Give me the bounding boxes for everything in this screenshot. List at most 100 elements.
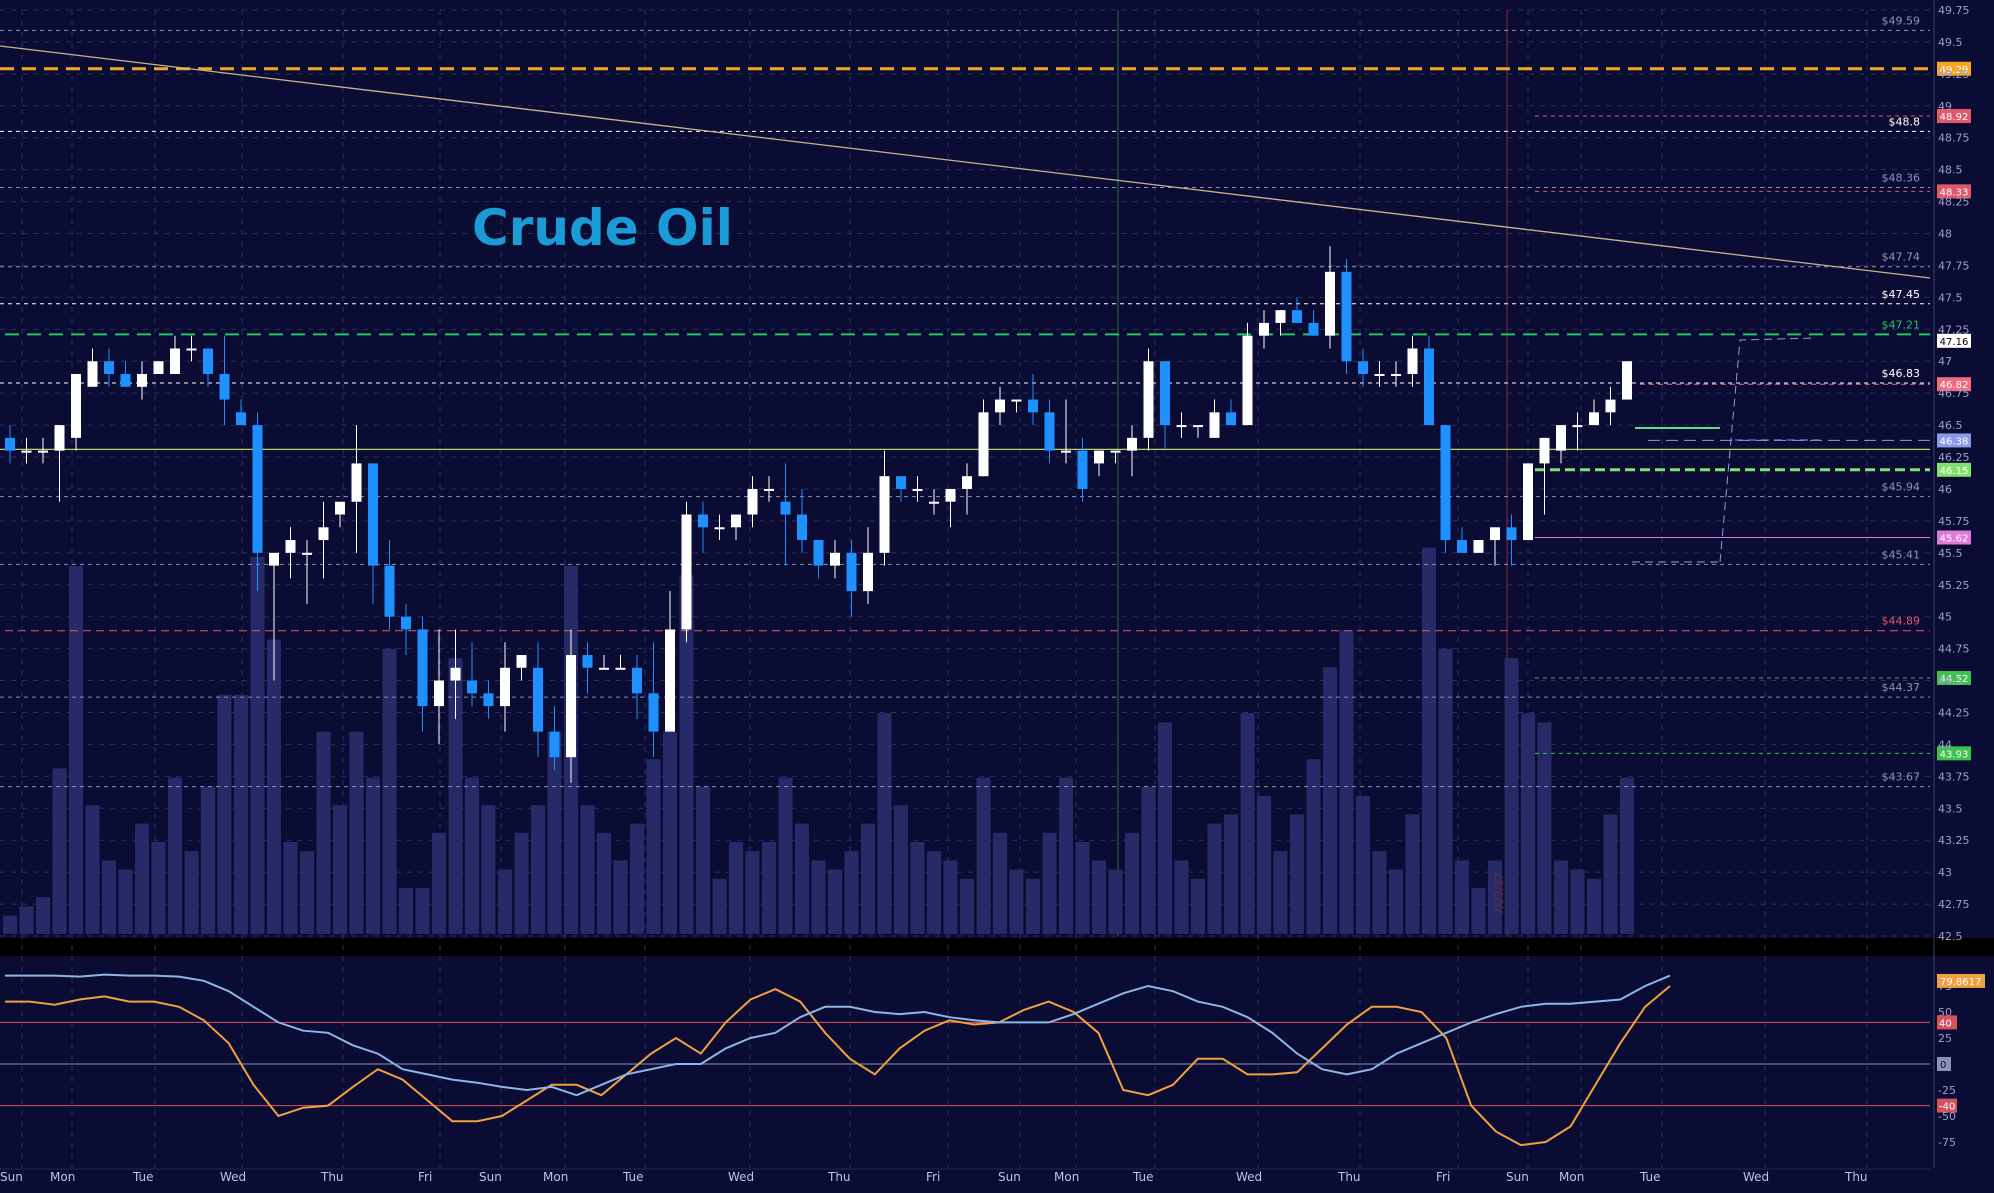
- volume-bar: [283, 842, 298, 934]
- volume-bar: [151, 842, 166, 934]
- volume-bar: [1092, 860, 1106, 934]
- projection-path: [1719, 337, 1816, 563]
- candle-body: [1127, 437, 1137, 451]
- candle-body: [1226, 412, 1236, 426]
- candle-body: [681, 514, 692, 630]
- y-tick-label: 47.25: [1938, 323, 1970, 336]
- candle-body: [912, 488, 923, 491]
- candle-body: [1094, 450, 1104, 464]
- y-tick-label: 46.75: [1938, 387, 1970, 400]
- x-tick-label: Wed: [1236, 1170, 1262, 1184]
- candle-body: [698, 514, 708, 528]
- x-tick-label: Sun: [1506, 1170, 1529, 1184]
- candle-body: [38, 450, 48, 453]
- y-tick-label: 49.5: [1938, 36, 1963, 49]
- candle-body: [648, 693, 659, 732]
- volume-bar: [960, 878, 974, 934]
- y-tick-label: 46: [1938, 483, 1952, 496]
- candle-body: [1061, 450, 1071, 453]
- volume-bar: [415, 888, 430, 934]
- volume-bar: [1273, 851, 1288, 934]
- candle-body: [104, 361, 114, 375]
- x-day-labels: Sun Mon Tue Wed Thu Fri Sun Mon Tue Wed Thu Fri Sun M…: [0, 1170, 1868, 1184]
- candle-body: [219, 374, 230, 400]
- candle-body: [1044, 412, 1055, 451]
- volume-bar: [19, 906, 34, 934]
- candle-body: [995, 399, 1005, 413]
- y-tick-label: 45.25: [1938, 579, 1970, 592]
- volume-bar: [1108, 869, 1123, 934]
- level-label: $44.37: [1882, 681, 1921, 694]
- y-tick-label: 42.75: [1938, 898, 1970, 911]
- x-tick-label: Wed: [728, 1170, 754, 1184]
- volume-bar: [448, 658, 463, 934]
- volume-bar: [778, 777, 793, 934]
- y-tick-label: 42.5: [1938, 930, 1963, 943]
- volume-bar: [300, 851, 314, 934]
- candle-body: [384, 565, 395, 617]
- oscillator-badge-label: 40: [1939, 1018, 1952, 1029]
- oscillator-tick-label: 25: [1938, 1032, 1952, 1045]
- y-tick-label: 43.25: [1938, 834, 1970, 847]
- candle-body: [896, 476, 906, 489]
- volume-bar: [432, 832, 446, 934]
- candle-body: [21, 450, 32, 453]
- level-badge-label: 46.15: [1940, 466, 1969, 477]
- x-tick-label: Tue: [132, 1170, 154, 1184]
- volume-bar: [630, 823, 644, 934]
- volume-bar: [514, 832, 529, 934]
- volume-bar: [663, 731, 677, 934]
- candlesticks: [5, 246, 1632, 783]
- y-tick-label: 48.5: [1938, 164, 1963, 177]
- candle-body: [434, 680, 444, 707]
- volume-bar: [1422, 547, 1436, 934]
- volume-bar: [1455, 860, 1469, 934]
- x-tick-label: Fri: [418, 1170, 432, 1184]
- candle-body: [302, 552, 312, 555]
- volume-bar: [1075, 842, 1090, 934]
- volume-bar: [1059, 777, 1073, 934]
- oscillator-badge: [1937, 1015, 1957, 1030]
- volume-bar: [613, 860, 628, 934]
- volume-bar: [844, 851, 859, 934]
- candle-body: [1440, 425, 1451, 541]
- level-badge: [1937, 109, 1971, 124]
- level-labels: 49.29 $49.59 $48.8 48.92 $48.36 48.33 $47.74 $4…: [1882, 14, 1971, 784]
- candle-body: [417, 629, 428, 707]
- level-label: $46.83: [1882, 367, 1921, 380]
- candle-body: [1457, 540, 1467, 553]
- volume-bar: [465, 777, 479, 934]
- volume-bar: [135, 823, 149, 934]
- candle-body: [401, 616, 411, 630]
- oscillator-badge-label: 0: [1940, 1060, 1946, 1071]
- volume-bar: [1488, 860, 1502, 934]
- candle-body: [500, 667, 510, 707]
- x-tick-label: Thu: [827, 1170, 851, 1184]
- volume-bars: [3, 547, 1634, 934]
- level-label: $49.59: [1882, 14, 1921, 27]
- volume-bar: [69, 566, 83, 934]
- candle-body: [1539, 437, 1550, 464]
- x-tick-label: Mon: [1559, 1170, 1584, 1184]
- candle-body: [467, 680, 477, 694]
- volume-bar: [1389, 869, 1403, 934]
- volume-bar: [1240, 713, 1255, 934]
- volume-bar: [1026, 878, 1040, 934]
- candle-body: [978, 412, 989, 477]
- x-tick-label: Sun: [479, 1170, 502, 1184]
- level-badge-label: 46.82: [1940, 380, 1969, 391]
- volume-bar: [498, 869, 512, 934]
- level-badge: [1937, 746, 1971, 761]
- volume-bar: [927, 851, 941, 934]
- candle-body: [1523, 463, 1533, 541]
- volume-bar: [250, 556, 265, 934]
- candle-body: [137, 374, 147, 387]
- oscillator-series-line: [5, 985, 1671, 1147]
- volume-bar: [861, 823, 875, 934]
- volume-bar: [1537, 722, 1552, 934]
- y-tick-label: 43.75: [1938, 770, 1970, 783]
- x-tick-label: Thu: [1337, 1170, 1361, 1184]
- volume-bar: [1521, 713, 1535, 934]
